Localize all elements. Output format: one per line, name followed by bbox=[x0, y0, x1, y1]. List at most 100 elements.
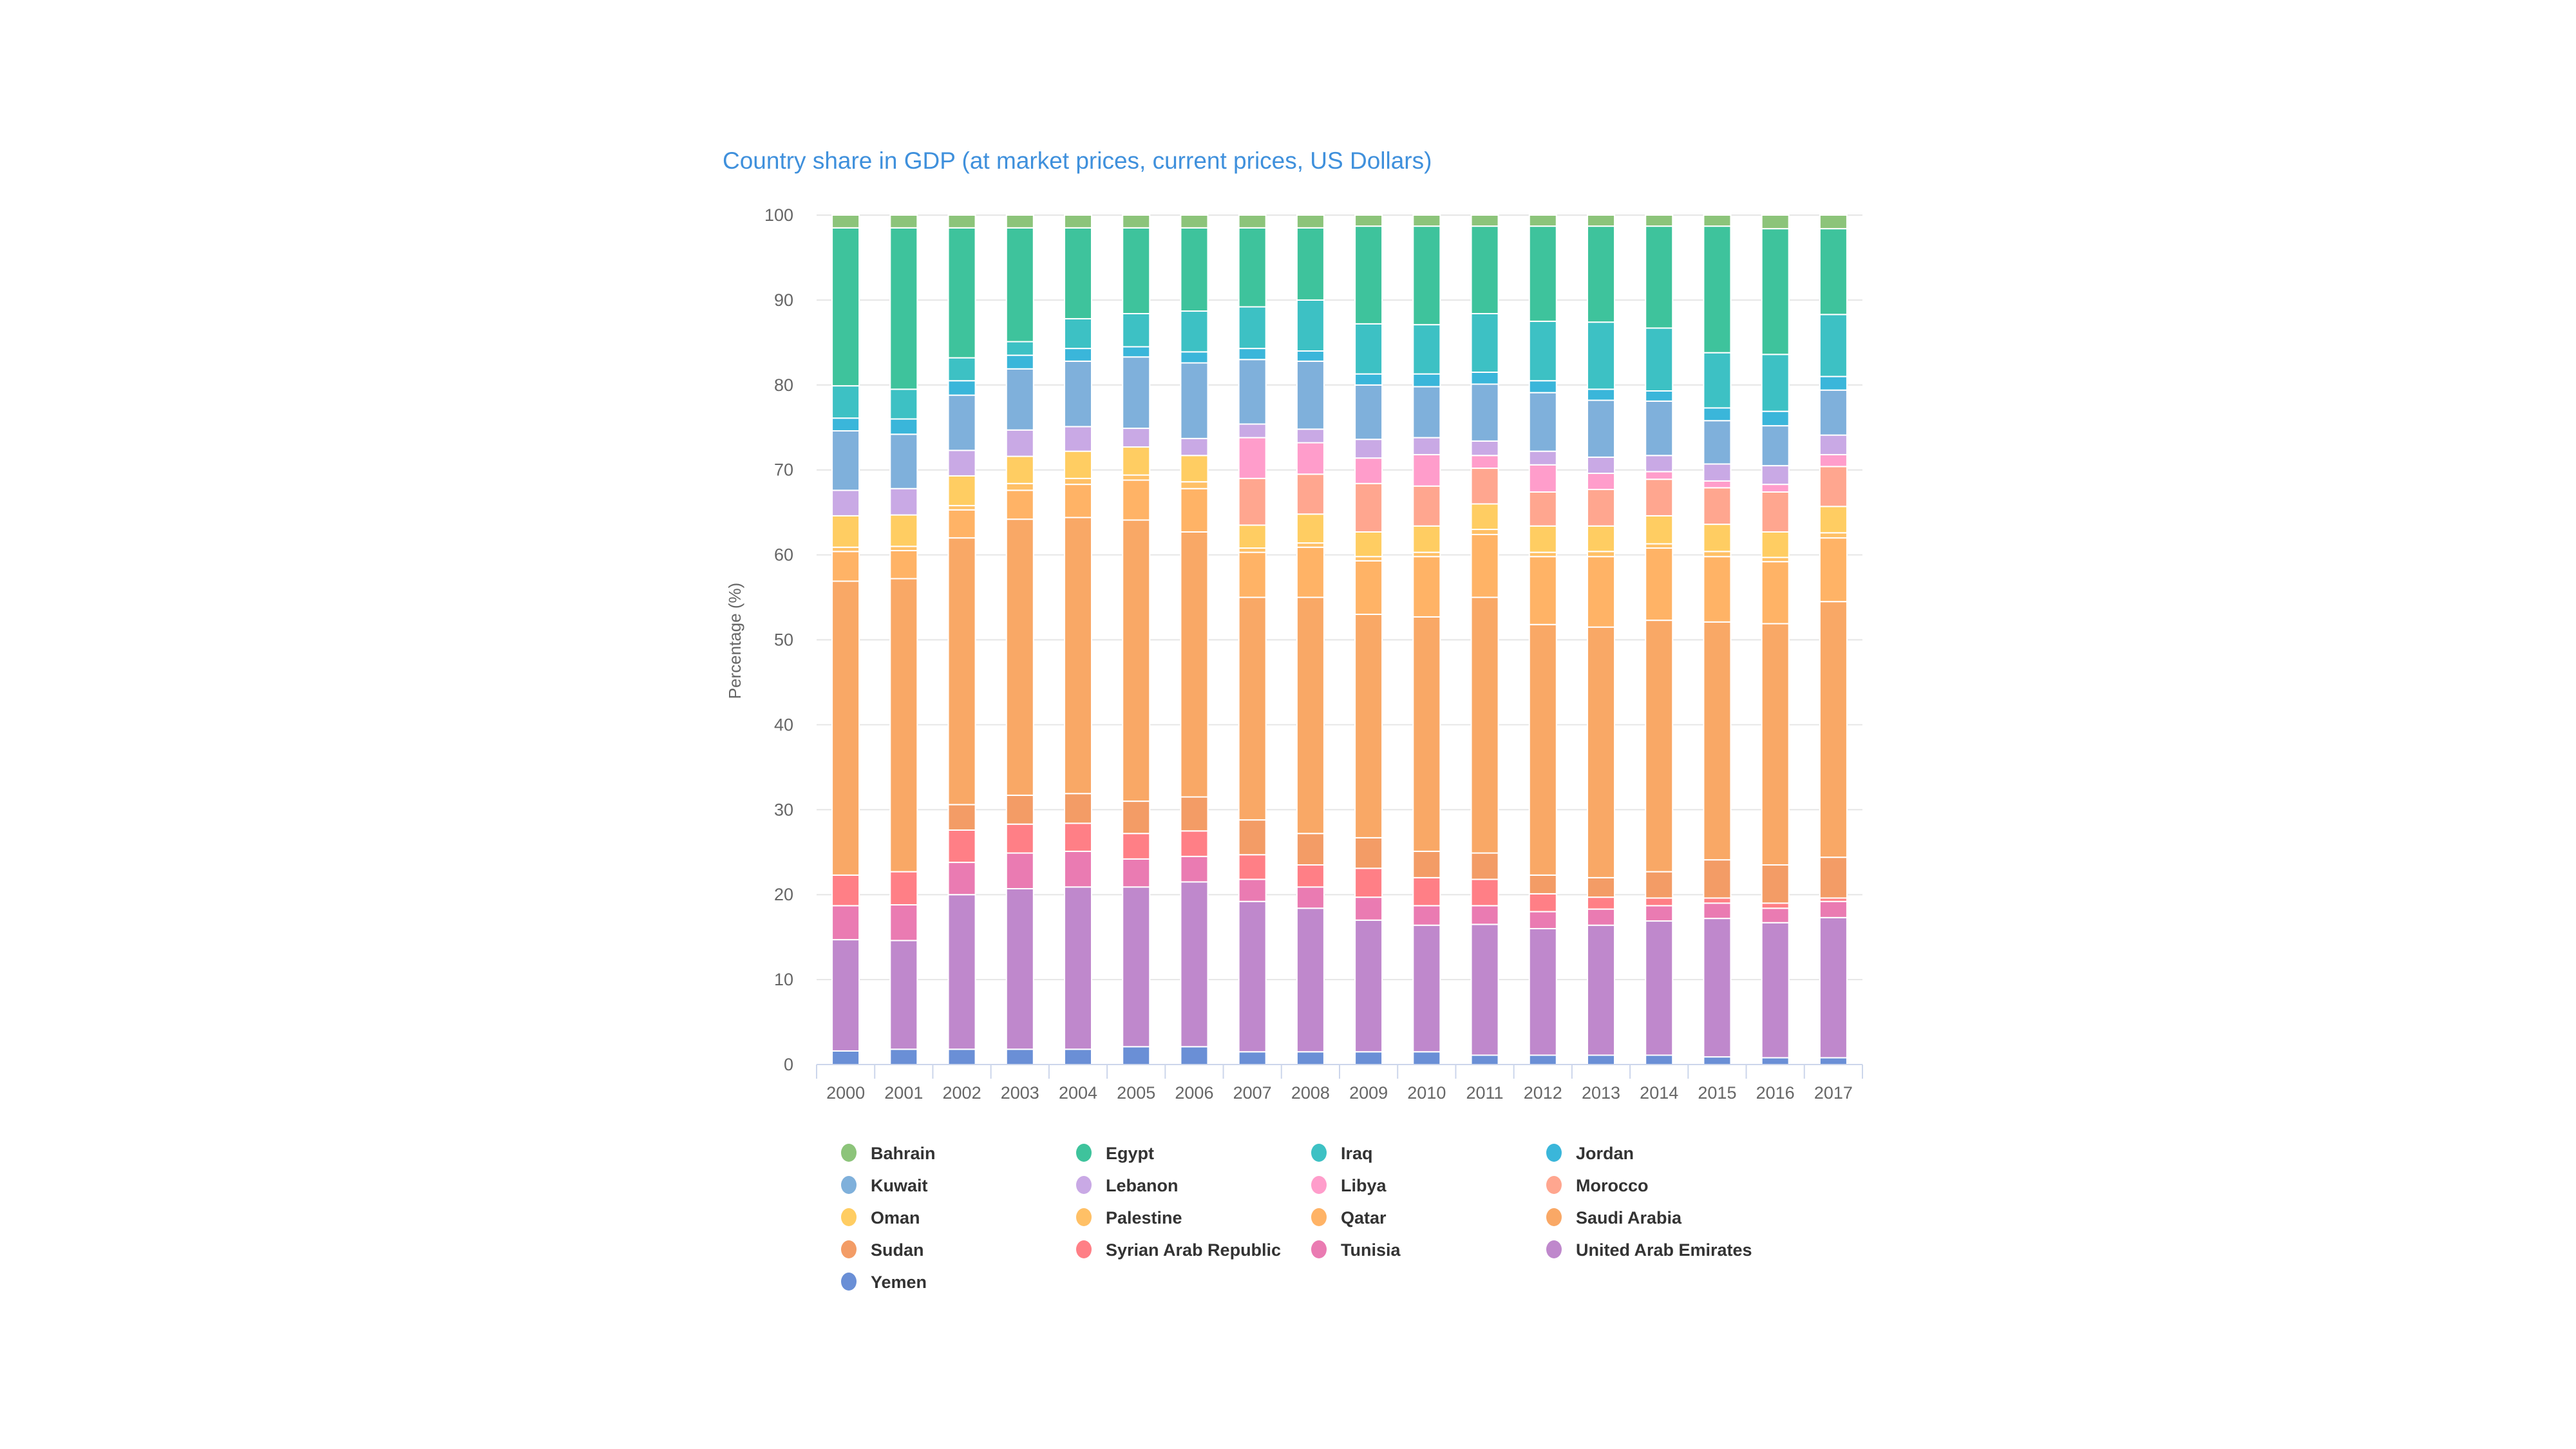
bar-segment-palestine-2003[interactable] bbox=[1005, 482, 1034, 491]
bar-segment-oman-2006[interactable] bbox=[1180, 455, 1209, 483]
bar-segment-lebanon-2016[interactable] bbox=[1761, 465, 1790, 486]
bar-segment-qatar-2004[interactable] bbox=[1064, 484, 1092, 518]
bar-segment-egypt-2009[interactable] bbox=[1354, 225, 1383, 325]
bar-segment-kuwait-2003[interactable] bbox=[1005, 368, 1034, 431]
bar-segment-bahrain-2015[interactable] bbox=[1703, 214, 1732, 227]
bar-segment-bahrain-2002[interactable] bbox=[947, 214, 976, 229]
bar-segment-morocco-2009[interactable] bbox=[1354, 482, 1383, 533]
bar-segment-libya-2016[interactable] bbox=[1761, 484, 1790, 493]
bar-segment-egypt-2008[interactable] bbox=[1296, 227, 1325, 301]
bar-segment-libya-2010[interactable] bbox=[1412, 453, 1441, 487]
bar-segment-yemen-2006[interactable] bbox=[1180, 1046, 1209, 1066]
bar-segment-qatar-2013[interactable] bbox=[1587, 556, 1615, 628]
legend-item-saudi-arabia[interactable]: Saudi Arabia bbox=[1546, 1208, 1682, 1227]
bar-segment-tunisia-2005[interactable] bbox=[1122, 858, 1151, 888]
bar-segment-libya-2017[interactable] bbox=[1819, 453, 1848, 468]
bar-segment-united-arab-emirates-2010[interactable] bbox=[1412, 924, 1441, 1053]
bar-segment-jordan-2009[interactable] bbox=[1354, 373, 1383, 386]
legend-item-libya[interactable]: Libya bbox=[1311, 1176, 1387, 1195]
bar-segment-syrian-arab-republic-2001[interactable] bbox=[889, 871, 918, 906]
bar-segment-syrian-arab-republic-2005[interactable] bbox=[1122, 833, 1151, 860]
bar-segment-jordan-2015[interactable] bbox=[1703, 407, 1732, 422]
bar-segment-palestine-2017[interactable] bbox=[1819, 532, 1848, 539]
bar-segment-oman-2012[interactable] bbox=[1528, 525, 1557, 553]
bar-segment-morocco-2012[interactable] bbox=[1528, 491, 1557, 527]
bar-segment-yemen-2001[interactable] bbox=[889, 1048, 918, 1066]
bar-segment-egypt-2000[interactable] bbox=[831, 227, 860, 387]
bar-segment-palestine-2004[interactable] bbox=[1064, 477, 1092, 486]
bar-segment-bahrain-2008[interactable] bbox=[1296, 214, 1325, 229]
bar-segment-iraq-2011[interactable] bbox=[1470, 313, 1499, 374]
bar-segment-egypt-2010[interactable] bbox=[1412, 225, 1441, 326]
bar-segment-iraq-2012[interactable] bbox=[1528, 320, 1557, 382]
bar-segment-saudi-arabia-2017[interactable] bbox=[1819, 601, 1848, 858]
bar-segment-sudan-2008[interactable] bbox=[1296, 833, 1325, 866]
bar-segment-oman-2004[interactable] bbox=[1064, 450, 1092, 479]
bar-segment-syrian-arab-republic-2008[interactable] bbox=[1296, 864, 1325, 888]
bar-segment-bahrain-2013[interactable] bbox=[1587, 214, 1615, 227]
bar-segment-kuwait-2007[interactable] bbox=[1238, 359, 1267, 425]
bar-segment-tunisia-2000[interactable] bbox=[831, 905, 860, 941]
bar-segment-morocco-2007[interactable] bbox=[1238, 477, 1267, 526]
bar-segment-yemen-2009[interactable] bbox=[1354, 1051, 1383, 1065]
bar-segment-iraq-2005[interactable] bbox=[1122, 313, 1151, 348]
bar-segment-egypt-2011[interactable] bbox=[1470, 225, 1499, 315]
bar-segment-kuwait-2006[interactable] bbox=[1180, 362, 1209, 439]
bar-segment-kuwait-2012[interactable] bbox=[1528, 392, 1557, 452]
bar-segment-bahrain-2001[interactable] bbox=[889, 214, 918, 229]
bar-segment-saudi-arabia-2006[interactable] bbox=[1180, 531, 1209, 798]
bar-segment-bahrain-2000[interactable] bbox=[831, 214, 860, 229]
bar-segment-tunisia-2007[interactable] bbox=[1238, 878, 1267, 902]
bar-segment-kuwait-2004[interactable] bbox=[1064, 360, 1092, 428]
bar-segment-kuwait-2005[interactable] bbox=[1122, 356, 1151, 430]
bar-segment-iraq-2000[interactable] bbox=[831, 385, 860, 419]
bar-segment-qatar-2009[interactable] bbox=[1354, 560, 1383, 615]
bar-segment-sudan-2004[interactable] bbox=[1064, 793, 1092, 824]
bar-segment-saudi-arabia-2016[interactable] bbox=[1761, 623, 1790, 866]
bar-segment-saudi-arabia-2002[interactable] bbox=[947, 537, 976, 806]
bar-segment-sudan-2010[interactable] bbox=[1412, 850, 1441, 878]
bar-segment-sudan-2002[interactable] bbox=[947, 804, 976, 831]
bar-segment-qatar-2007[interactable] bbox=[1238, 551, 1267, 598]
bar-segment-tunisia-2013[interactable] bbox=[1587, 908, 1615, 926]
bar-segment-lebanon-2001[interactable] bbox=[889, 488, 918, 516]
bar-segment-tunisia-2011[interactable] bbox=[1470, 905, 1499, 925]
bar-segment-morocco-2013[interactable] bbox=[1587, 489, 1615, 527]
bar-segment-saudi-arabia-2005[interactable] bbox=[1122, 519, 1151, 802]
bar-segment-oman-2011[interactable] bbox=[1470, 503, 1499, 531]
bar-segment-bahrain-2007[interactable] bbox=[1238, 214, 1267, 229]
bar-segment-lebanon-2000[interactable] bbox=[831, 489, 860, 516]
legend-item-oman[interactable]: Oman bbox=[841, 1208, 920, 1227]
bar-segment-kuwait-2011[interactable] bbox=[1470, 383, 1499, 442]
legend-item-bahrain[interactable]: Bahrain bbox=[841, 1144, 936, 1163]
bar-segment-libya-2011[interactable] bbox=[1470, 455, 1499, 469]
bar-segment-bahrain-2017[interactable] bbox=[1819, 214, 1848, 230]
bar-segment-egypt-2003[interactable] bbox=[1005, 227, 1034, 343]
bar-segment-morocco-2011[interactable] bbox=[1470, 468, 1499, 505]
bar-segment-libya-2007[interactable] bbox=[1238, 437, 1267, 479]
bar-segment-syrian-arab-republic-2014[interactable] bbox=[1645, 897, 1674, 907]
bar-segment-syrian-arab-republic-2009[interactable] bbox=[1354, 867, 1383, 898]
bar-segment-tunisia-2014[interactable] bbox=[1645, 905, 1674, 922]
bar-segment-saudi-arabia-2015[interactable] bbox=[1703, 621, 1732, 861]
bar-segment-united-arab-emirates-2003[interactable] bbox=[1005, 887, 1034, 1050]
bar-segment-iraq-2013[interactable] bbox=[1587, 321, 1615, 390]
bar-segment-lebanon-2012[interactable] bbox=[1528, 450, 1557, 466]
bar-segment-tunisia-2017[interactable] bbox=[1819, 900, 1848, 918]
bar-segment-saudi-arabia-2001[interactable] bbox=[889, 578, 918, 873]
bar-segment-lebanon-2002[interactable] bbox=[947, 450, 976, 477]
bar-segment-libya-2008[interactable] bbox=[1296, 442, 1325, 475]
bar-segment-united-arab-emirates-2005[interactable] bbox=[1122, 886, 1151, 1048]
bar-segment-oman-2008[interactable] bbox=[1296, 513, 1325, 544]
bar-segment-qatar-2006[interactable] bbox=[1180, 488, 1209, 533]
bar-segment-sudan-2013[interactable] bbox=[1587, 876, 1615, 898]
bar-segment-syrian-arab-republic-2003[interactable] bbox=[1005, 823, 1034, 854]
bar-segment-kuwait-2017[interactable] bbox=[1819, 389, 1848, 436]
bar-segment-sudan-2012[interactable] bbox=[1528, 874, 1557, 895]
bar-segment-lebanon-2013[interactable] bbox=[1587, 456, 1615, 474]
bar-segment-qatar-2002[interactable] bbox=[947, 509, 976, 539]
bar-segment-lebanon-2004[interactable] bbox=[1064, 426, 1092, 452]
bar-segment-syrian-arab-republic-2006[interactable] bbox=[1180, 830, 1209, 857]
bar-segment-kuwait-2001[interactable] bbox=[889, 433, 918, 489]
bar-segment-morocco-2010[interactable] bbox=[1412, 485, 1441, 527]
